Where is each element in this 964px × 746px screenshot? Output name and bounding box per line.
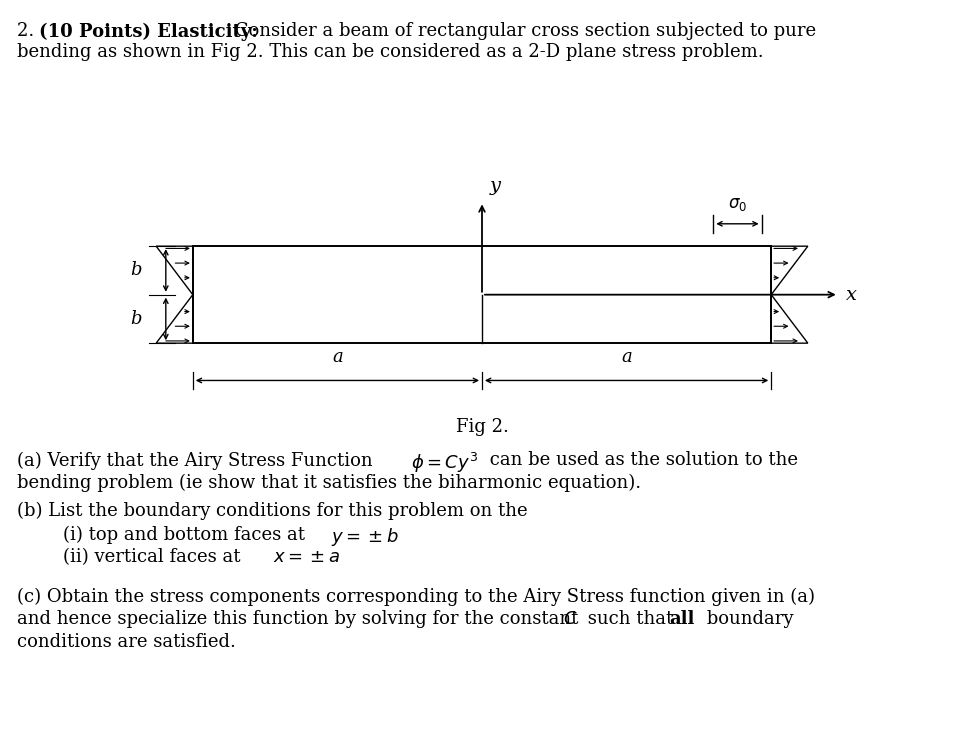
Text: all: all (669, 610, 694, 628)
Text: $x = \pm a$: $x = \pm a$ (273, 548, 340, 566)
Text: b: b (130, 261, 142, 280)
Text: (b) List the boundary conditions for this problem on the: (b) List the boundary conditions for thi… (17, 502, 528, 520)
Text: and hence specialize this function by solving for the constant: and hence specialize this function by so… (17, 610, 584, 628)
Text: (a) Verify that the Airy Stress Function: (a) Verify that the Airy Stress Function (17, 451, 379, 469)
Text: Consider a beam of rectangular cross section subjected to pure: Consider a beam of rectangular cross sec… (229, 22, 817, 40)
Text: $C$: $C$ (563, 610, 577, 628)
Text: $\phi = Cy^3$: $\phi = Cy^3$ (411, 451, 477, 475)
Text: a: a (332, 348, 343, 366)
Text: $y = \pm b$: $y = \pm b$ (331, 526, 398, 548)
Text: (c) Obtain the stress components corresponding to the Airy Stress function given: (c) Obtain the stress components corresp… (17, 588, 816, 606)
Text: y: y (490, 178, 500, 195)
Text: bending as shown in Fig 2. This can be considered as a 2-D plane stress problem.: bending as shown in Fig 2. This can be c… (17, 43, 764, 61)
Text: (i) top and bottom faces at: (i) top and bottom faces at (63, 526, 316, 544)
Text: bending problem (ie show that it satisfies the biharmonic equation).: bending problem (ie show that it satisfi… (17, 474, 641, 492)
Text: (10 Points) Elasticity:: (10 Points) Elasticity: (39, 22, 257, 40)
Text: boundary: boundary (701, 610, 793, 628)
Text: $\sigma_0$: $\sigma_0$ (728, 195, 747, 213)
Text: can be used as the solution to the: can be used as the solution to the (484, 451, 798, 469)
Text: Fig 2.: Fig 2. (456, 418, 508, 436)
Text: such that: such that (582, 610, 680, 628)
Text: (ii) vertical faces at: (ii) vertical faces at (63, 548, 252, 566)
Text: b: b (130, 310, 142, 328)
Text: 2.: 2. (17, 22, 40, 40)
Text: x: x (846, 286, 857, 304)
Text: a: a (621, 348, 632, 366)
Text: conditions are satisfied.: conditions are satisfied. (17, 633, 236, 651)
